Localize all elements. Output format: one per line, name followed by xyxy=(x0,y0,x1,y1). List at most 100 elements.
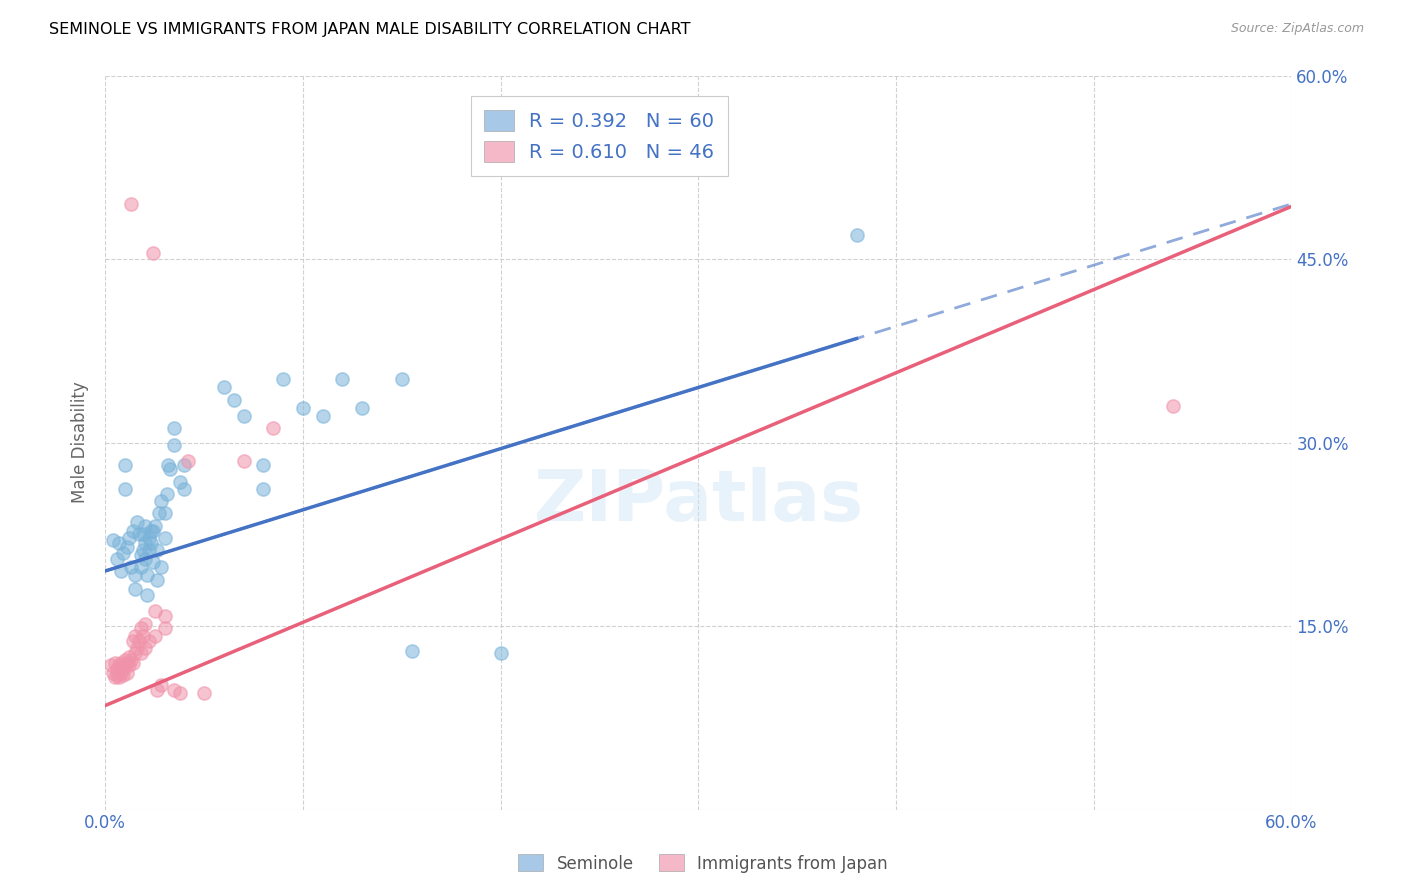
Point xyxy=(108,670,131,684)
Point xyxy=(120,197,142,211)
Point xyxy=(129,548,152,562)
Point xyxy=(101,533,124,548)
Point xyxy=(149,560,172,574)
Point xyxy=(110,564,132,578)
Point xyxy=(135,567,157,582)
Point xyxy=(163,438,186,452)
Point xyxy=(391,372,413,386)
Point xyxy=(169,686,191,700)
Point xyxy=(153,609,176,624)
Point xyxy=(132,629,155,643)
Point xyxy=(115,665,138,680)
Point xyxy=(108,536,131,550)
Point xyxy=(110,665,132,680)
Point xyxy=(142,246,165,260)
Point xyxy=(134,551,156,566)
Point xyxy=(193,686,215,700)
Point xyxy=(132,527,155,541)
Point xyxy=(159,462,181,476)
Point xyxy=(332,372,354,386)
Point xyxy=(222,392,245,407)
Point xyxy=(111,668,134,682)
Point xyxy=(352,401,374,416)
Point xyxy=(155,487,177,501)
Point xyxy=(118,658,141,673)
Point xyxy=(232,409,254,423)
Point xyxy=(122,656,145,670)
Point xyxy=(157,458,180,472)
Point xyxy=(142,524,165,538)
Point xyxy=(124,582,146,597)
Text: SEMINOLE VS IMMIGRANTS FROM JAPAN MALE DISABILITY CORRELATION CHART: SEMINOLE VS IMMIGRANTS FROM JAPAN MALE D… xyxy=(49,22,690,37)
Point xyxy=(108,658,131,673)
Point xyxy=(138,543,160,558)
Point xyxy=(135,589,157,603)
Point xyxy=(145,682,167,697)
Point xyxy=(111,662,134,676)
Point xyxy=(125,641,148,656)
Point xyxy=(271,372,294,386)
Point xyxy=(262,421,284,435)
Point xyxy=(489,646,512,660)
Point xyxy=(845,227,868,242)
Point xyxy=(104,656,127,670)
Point xyxy=(114,458,136,472)
Point xyxy=(169,475,191,489)
Point xyxy=(163,421,186,435)
Point xyxy=(125,515,148,529)
Point xyxy=(124,646,146,660)
Point xyxy=(212,380,235,394)
Legend: R = 0.392   N = 60, R = 0.610   N = 46: R = 0.392 N = 60, R = 0.610 N = 46 xyxy=(471,96,728,176)
Point xyxy=(134,536,156,550)
Text: ZIPatlas: ZIPatlas xyxy=(533,467,863,536)
Point xyxy=(138,531,160,545)
Point xyxy=(163,682,186,697)
Point xyxy=(118,649,141,664)
Point xyxy=(139,524,162,538)
Point xyxy=(124,629,146,643)
Point xyxy=(110,656,132,670)
Point xyxy=(173,458,195,472)
Point xyxy=(120,560,142,574)
Point xyxy=(100,658,122,673)
Point xyxy=(129,622,152,636)
Point xyxy=(173,482,195,496)
Point xyxy=(143,518,166,533)
Point xyxy=(291,401,314,416)
Point xyxy=(120,653,142,667)
Point xyxy=(128,633,150,648)
Point xyxy=(252,458,274,472)
Point xyxy=(401,643,423,657)
Point xyxy=(122,633,145,648)
Point xyxy=(312,409,335,423)
Point xyxy=(122,524,145,538)
Point xyxy=(114,653,136,667)
Point xyxy=(177,454,200,468)
Point xyxy=(145,543,167,558)
Point xyxy=(114,658,136,673)
Y-axis label: Male Disability: Male Disability xyxy=(72,382,89,503)
Point xyxy=(129,646,152,660)
Point xyxy=(105,668,128,682)
Point xyxy=(153,622,176,636)
Point xyxy=(134,518,156,533)
Point xyxy=(134,616,156,631)
Point xyxy=(153,507,176,521)
Point xyxy=(128,527,150,541)
Point xyxy=(105,551,128,566)
Point xyxy=(142,556,165,570)
Point xyxy=(124,567,146,582)
Point xyxy=(118,531,141,545)
Point xyxy=(143,629,166,643)
Point xyxy=(111,546,134,560)
Point xyxy=(149,494,172,508)
Point xyxy=(232,454,254,468)
Point xyxy=(143,604,166,618)
Point xyxy=(145,573,167,587)
Point xyxy=(104,670,127,684)
Point xyxy=(1161,399,1184,413)
Point xyxy=(114,482,136,496)
Point xyxy=(148,507,170,521)
Point xyxy=(132,543,155,558)
Point xyxy=(139,536,162,550)
